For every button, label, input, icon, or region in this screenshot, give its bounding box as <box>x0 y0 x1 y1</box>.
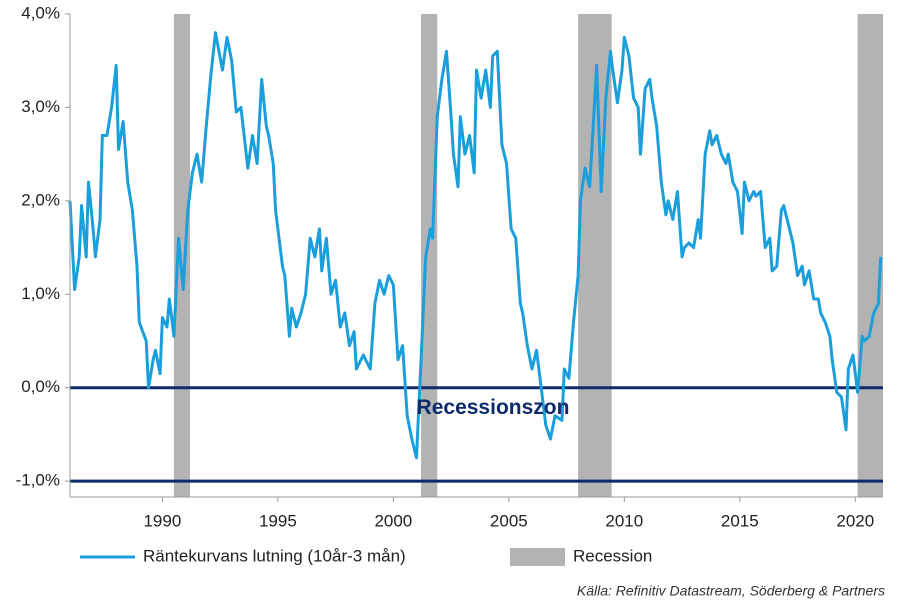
legend-swatch <box>510 548 565 566</box>
y-tick-label: 2,0% <box>21 190 60 209</box>
recession-band <box>173 14 191 497</box>
recession-band <box>857 14 883 497</box>
x-tick-label: 1995 <box>259 511 297 530</box>
x-tick-label: 2015 <box>721 511 759 530</box>
annotation: Recessionszon <box>417 396 570 419</box>
y-tick-label: 0,0% <box>21 377 60 396</box>
x-tick-label: 2005 <box>490 511 528 530</box>
x-tick-label: 2000 <box>374 511 412 530</box>
y-tick-label: 3,0% <box>21 97 60 116</box>
y-tick-label: 1,0% <box>21 284 60 303</box>
y-tick-label: 4,0% <box>21 3 60 22</box>
legend-label: Räntekurvans lutning (10år-3 mån) <box>143 546 406 565</box>
data-line <box>68 31 883 460</box>
recession-band <box>421 14 438 497</box>
x-tick-label: 2010 <box>605 511 643 530</box>
x-tick-label: 1990 <box>143 511 181 530</box>
y-tick-label: -1,0% <box>16 471 60 490</box>
source: Källa: Refinitiv Datastream, Söderberg &… <box>577 583 885 599</box>
legend-label: Recession <box>573 546 652 565</box>
x-tick-label: 2020 <box>836 511 874 530</box>
